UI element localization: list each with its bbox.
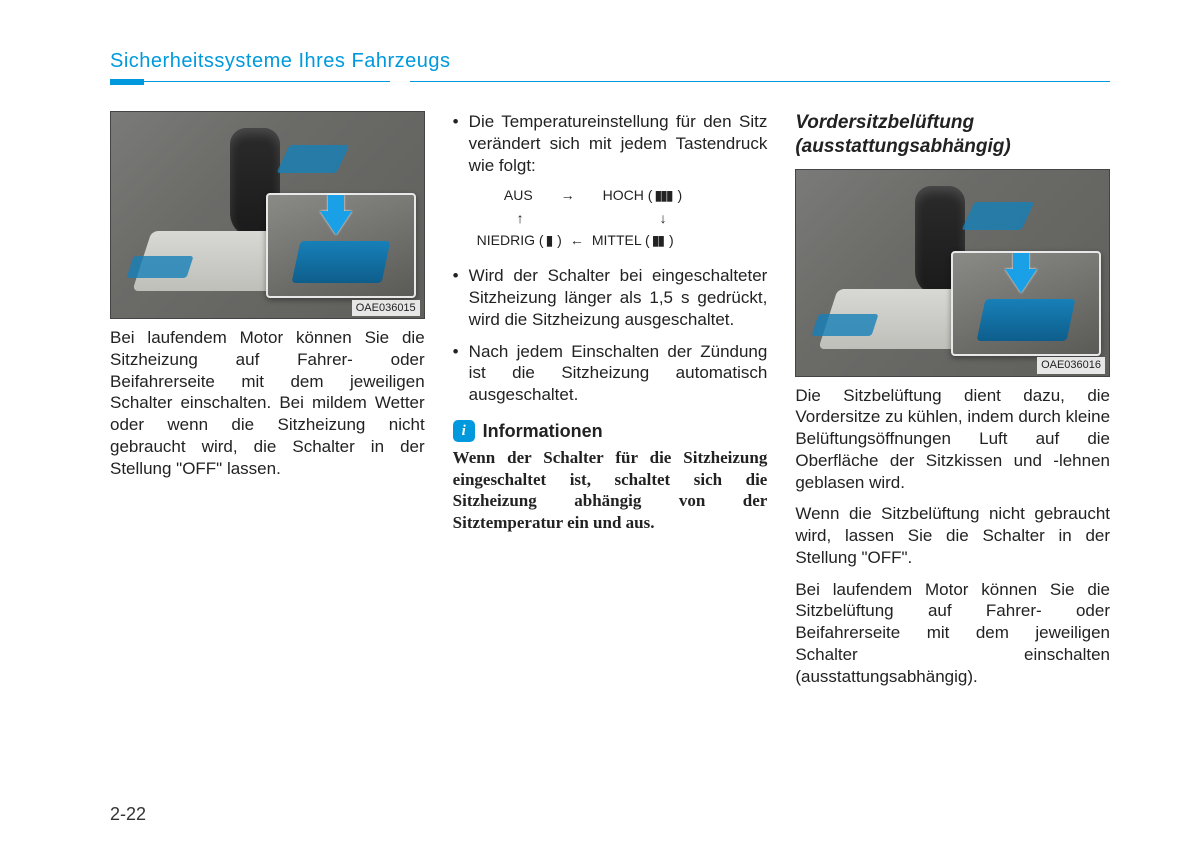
subheading: Vordersitzbelüftung (ausstattungsabhängi… xyxy=(795,111,1110,159)
list-item: Die Temperatureinstellung für den Sitz v… xyxy=(453,111,768,251)
info-header: i Informationen xyxy=(453,420,768,443)
paragraph: Bei laufendem Motor können Sie die Sitzb… xyxy=(795,579,1110,688)
info-title: Informationen xyxy=(483,420,603,443)
paragraph: Bei laufendem Motor können Sie die Sitzh… xyxy=(110,327,425,479)
list-item: Wird der Schalter bei eingeschalteter Si… xyxy=(453,265,768,330)
figure-seat-ventilation: OAE036016 xyxy=(795,169,1110,377)
list-item: Nach jedem Einschalten der Zündung ist d… xyxy=(453,341,768,406)
header-rule xyxy=(110,79,1110,81)
column-1: OAE036015 Bei laufendem Motor können Sie… xyxy=(110,111,425,697)
arrow-up-icon: ↑ xyxy=(517,207,524,229)
bullet-list: Die Temperatureinstellung für den Sitz v… xyxy=(453,111,768,406)
arrow-left-icon: ← xyxy=(570,229,584,251)
arrow-right-icon: → xyxy=(561,184,575,206)
cycle-hoch: HOCH (▮▮▮ ) xyxy=(603,184,682,206)
figure-seat-heating: OAE036015 xyxy=(110,111,425,319)
bullet-text: Die Temperatureinstellung für den Sitz v… xyxy=(469,112,768,175)
figure-code: OAE036016 xyxy=(1037,357,1105,373)
content-columns: OAE036015 Bei laufendem Motor können Sie… xyxy=(110,111,1110,697)
section-header: Sicherheitssysteme Ihres Fahrzeugs xyxy=(110,50,1110,73)
arrow-down-icon: ↓ xyxy=(660,207,667,229)
column-3: Vordersitzbelüftung (ausstattungsabhängi… xyxy=(795,111,1110,697)
info-body: Wenn der Schalter für die Sitzheizung ei… xyxy=(453,447,768,534)
figure-code: OAE036015 xyxy=(352,300,420,316)
info-icon: i xyxy=(453,420,475,442)
paragraph: Wenn die Sitzbelüftung nicht gebraucht w… xyxy=(795,503,1110,568)
page-number: 2-22 xyxy=(110,804,146,825)
temperature-cycle-diagram: AUS → HOCH (▮▮▮ ) ↑ ↓ NIEDRIG (▮ ) ← MIT… xyxy=(477,184,768,251)
cycle-mittel: MITTEL (▮▮ ) xyxy=(592,229,674,251)
paragraph: Die Sitzbelüftung dient dazu, die Vorder… xyxy=(795,385,1110,494)
column-2: Die Temperatureinstellung für den Sitz v… xyxy=(453,111,768,697)
cycle-aus: AUS xyxy=(477,184,533,206)
cycle-niedrig: NIEDRIG (▮ ) xyxy=(477,229,562,251)
